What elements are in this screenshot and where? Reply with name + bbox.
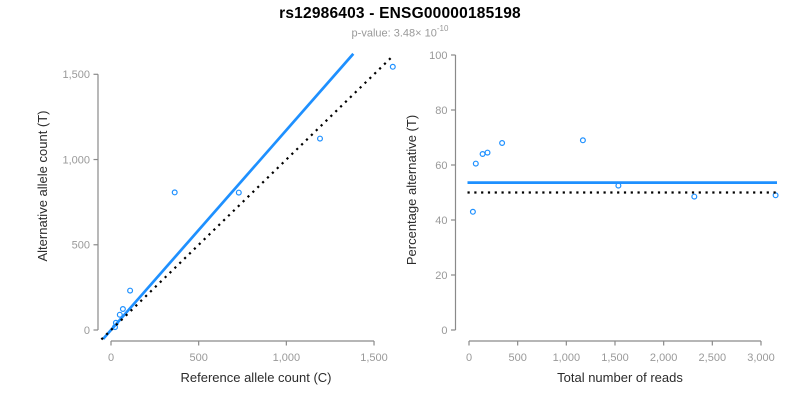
data-point xyxy=(119,306,126,313)
data-point xyxy=(484,149,491,156)
y-axis-title: Percentage alternative (T) xyxy=(404,115,419,265)
x-tick-label: 1,000 xyxy=(273,352,301,364)
y-tick-label: 40 xyxy=(435,215,447,227)
x-tick-label: 500 xyxy=(508,352,526,364)
y-tick-label: 500 xyxy=(72,240,90,252)
data-point xyxy=(479,151,486,158)
data-point xyxy=(772,192,779,199)
data-point xyxy=(499,140,506,147)
x-tick-label: 2,000 xyxy=(650,352,678,364)
percentage-alternative-plot: 0 500 1,000 1,500 2,000 2,500 3,000 0 20 40 60 80 10… xyxy=(404,50,779,385)
y-tick-label: 0 xyxy=(84,325,90,337)
data-point xyxy=(171,189,178,196)
data-point xyxy=(389,63,396,70)
pvalue-label: p-value: xyxy=(351,27,394,40)
y-tick-label: 0 xyxy=(441,325,447,337)
page-title: rs12986403 - ENSG00000185198 xyxy=(279,5,521,22)
allele-counts-plot: 0 500 1,000 1,500 0 500 1,000 1,500 Reference al… xyxy=(35,52,396,385)
y-tick-label: 100 xyxy=(429,50,447,62)
pvalue-exponent: -10 xyxy=(436,24,449,33)
data-point xyxy=(317,135,324,142)
y-tick-label: 1,000 xyxy=(62,154,90,166)
x-tick-label: 0 xyxy=(108,352,114,364)
x-tick-label: 1,500 xyxy=(601,352,629,364)
data-point xyxy=(235,189,242,196)
x-tick-label: 2,500 xyxy=(699,352,727,364)
data-point xyxy=(469,208,476,215)
y-axis-title: Alternative allele count (T) xyxy=(35,110,50,261)
x-tick-label: 0 xyxy=(466,352,472,364)
data-point xyxy=(127,287,134,294)
regression-line xyxy=(102,52,355,340)
data-point xyxy=(472,160,479,167)
x-tick-label: 1,500 xyxy=(360,352,388,364)
x-tick-label: 500 xyxy=(189,352,207,364)
data-point xyxy=(691,193,698,200)
y-tick-label: 1,500 xyxy=(62,69,90,81)
identity-line xyxy=(100,55,394,341)
pvalue-subtitle: p-value: 3.48× 10-10 xyxy=(0,24,800,40)
pvalue-value: 3.48× 10 xyxy=(393,27,437,40)
data-point xyxy=(116,311,123,318)
y-tick-label: 20 xyxy=(435,270,447,282)
x-axis-title: Total number of reads xyxy=(557,370,683,385)
x-tick-label: 1,000 xyxy=(553,352,581,364)
y-tick-label: 80 xyxy=(435,105,447,117)
data-point xyxy=(579,137,586,144)
y-tick-label: 60 xyxy=(435,160,447,172)
x-axis-title: Reference allele count (C) xyxy=(180,370,331,385)
x-tick-label: 3,000 xyxy=(747,352,775,364)
